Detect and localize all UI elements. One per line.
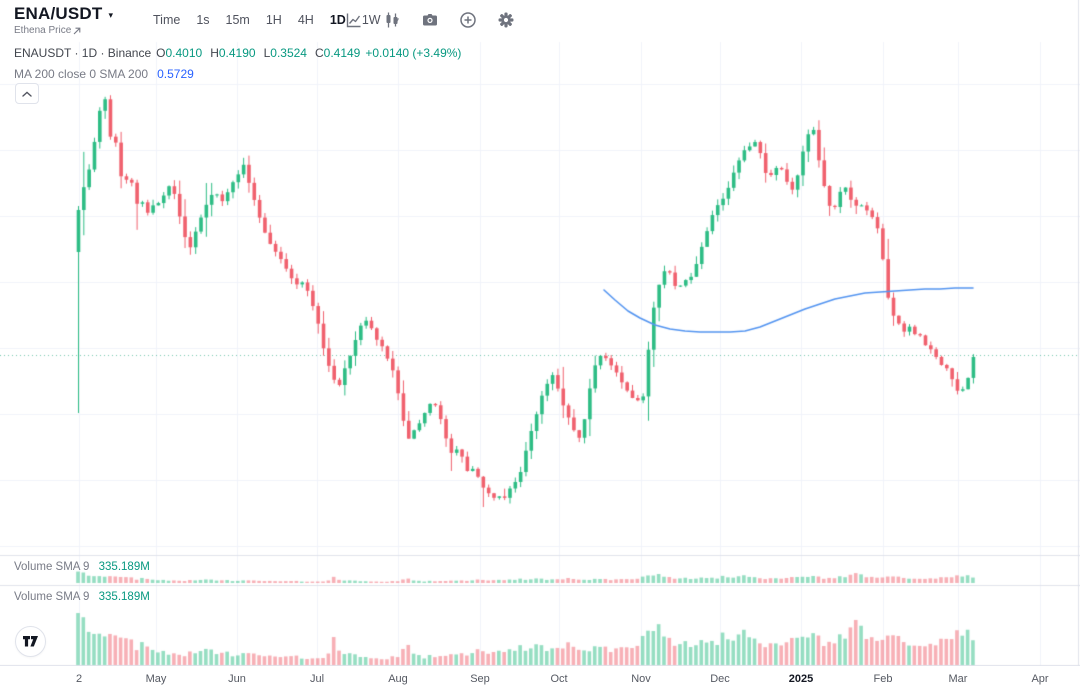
date-axis-label-Apr: Apr	[1031, 673, 1049, 685]
date-axis-label-May: May	[145, 673, 167, 685]
date-axis-label-Nov: Nov	[631, 673, 651, 685]
interval-button-4H[interactable]: 4H	[291, 9, 321, 31]
volume1-label: Volume SMA 9	[14, 561, 90, 573]
series-legend-row: ENAUSDT · 1D · Binance O0.4010 H0.4190 L0.…	[14, 45, 461, 61]
ohlc-l: L0.3524	[263, 46, 307, 60]
interval-button-1W[interactable]: 1W	[355, 9, 388, 31]
volume2-value: 335.189M	[98, 591, 150, 603]
interval-button-1H[interactable]: 1H	[259, 9, 289, 31]
chart-legend: ENAUSDT · 1D · Binance O0.4010 H0.4190 L0.…	[14, 45, 461, 104]
date-axis-label-Feb: Feb	[873, 673, 893, 685]
settings-button[interactable]	[492, 6, 520, 34]
symbol-title: ENA/USDT	[14, 4, 103, 23]
date-axis[interactable]: 2 May Jun Jul Aug Sep Oct Nov Dec 2025 Feb Mar Apr	[0, 666, 1080, 697]
tradingview-logo[interactable]	[15, 626, 46, 657]
interval-button-Time[interactable]: Time	[146, 9, 187, 31]
volume2-label: Volume SMA 9	[14, 591, 90, 603]
legend-collapse-button[interactable]	[15, 83, 39, 104]
date-axis-label-Oct: Oct	[550, 673, 568, 685]
chevron-up-icon	[22, 90, 32, 97]
date-axis-label-Aug: Aug	[388, 673, 408, 685]
ohlc-h: H0.4190	[210, 46, 256, 60]
subtitle-label: Ethena Price	[14, 25, 72, 36]
ma-legend-row: MA 200 close 0 SMA 200 0.5729	[14, 66, 461, 82]
chart-type-icon	[346, 13, 361, 28]
ethena-price-link[interactable]: Ethena Price	[14, 25, 113, 36]
indicators-candles-icon	[386, 12, 398, 28]
date-axis-label-Sep: Sep	[470, 673, 490, 685]
interval-button-1s[interactable]: 1s	[189, 9, 216, 31]
date-axis-label-Jun: Jun	[228, 673, 246, 685]
ohlc-values: O0.4010 H0.4190 L0.3524 C0.4149	[156, 46, 360, 60]
external-link-icon	[73, 27, 81, 34]
volume-pane1-legend: Volume SMA 9 335.189M	[14, 561, 150, 573]
date-axis-label-2: 2	[75, 673, 83, 685]
indicators-button[interactable]	[378, 6, 406, 34]
tradingview-logo-icon	[23, 636, 38, 647]
volume1-value: 335.189M	[98, 561, 150, 573]
date-axis-label-Mar: Mar	[948, 673, 968, 685]
symbol-switcher[interactable]: ENA/USDT ▾	[14, 4, 113, 24]
toolbar-icons	[340, 0, 520, 40]
add-plus-button[interactable]	[454, 6, 482, 34]
date-axis-label-Jul: Jul	[309, 673, 325, 685]
camera-icon	[423, 14, 437, 26]
ohlc-c: C0.4149	[314, 46, 361, 60]
date-axis-label-2025: 2025	[788, 673, 814, 685]
series-title: ENAUSDT · 1D · Binance	[14, 46, 152, 60]
ma-indicator-value: 0.5729	[157, 67, 194, 81]
ohlc-o: O0.4010	[156, 46, 203, 60]
interval-button-1D[interactable]: 1D	[323, 9, 353, 31]
chevron-down-icon: ▾	[108, 9, 114, 20]
chart-type-button[interactable]	[340, 6, 368, 34]
plus-circle-icon	[460, 12, 476, 28]
date-axis-label-Dec: Dec	[710, 673, 730, 685]
gear-icon	[498, 12, 514, 28]
snapshot-camera-button[interactable]	[416, 6, 444, 34]
volume-pane2-legend: Volume SMA 9 335.189M	[14, 591, 150, 603]
interval-button-15m[interactable]: 15m	[219, 9, 257, 31]
top-toolbar: ENA/USDT ▾ Ethena Price Time 1s 15m 1H 4H 1D 1…	[0, 0, 1080, 40]
ma-indicator-label: MA 200 close 0 SMA 200	[14, 67, 149, 81]
change-value: +0.0140 (+3.49%)	[365, 46, 462, 60]
